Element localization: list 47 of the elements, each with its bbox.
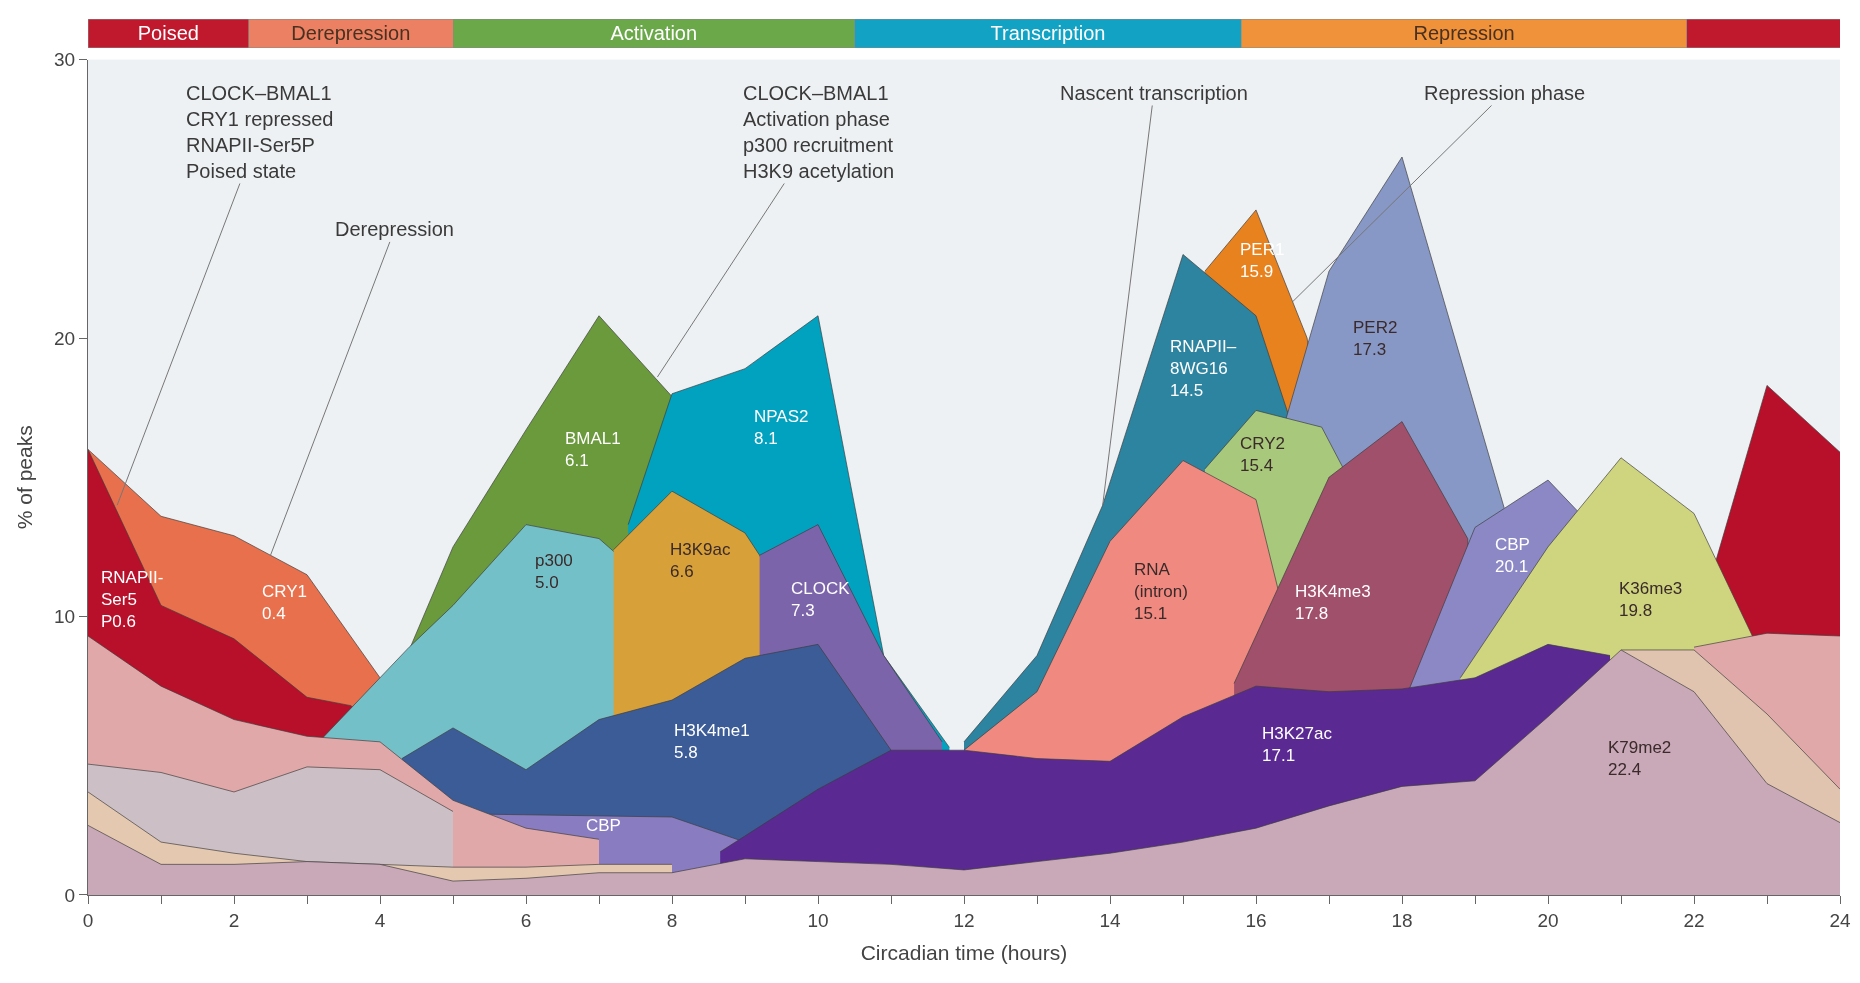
- series-label: CBP 20.1: [1495, 535, 1530, 577]
- series-label: Poised: [137, 22, 199, 45]
- y-tick-label: 10: [54, 606, 76, 628]
- x-tick-label: 10: [807, 909, 829, 931]
- annotation: Derepression: [335, 218, 454, 240]
- series-label: p300 5.0: [535, 551, 573, 593]
- x-axis-title: Circadian time (hours): [860, 941, 1068, 964]
- series-label: CLOCK 7.3: [791, 579, 851, 621]
- annotation: Nascent transcription: [1060, 82, 1248, 104]
- x-tick-label: 2: [228, 909, 240, 931]
- x-tick-label: 20: [1537, 909, 1559, 931]
- x-tick-label: 8: [666, 909, 678, 931]
- annotation: CLOCK–BMAL1 CRY1 repressed RNAPII-Ser5P Poised state: [186, 82, 334, 182]
- series-label: Transcription: [990, 22, 1106, 45]
- series-label: H3K4me3 17.8: [1295, 582, 1371, 624]
- series-label: K79me2 22.4: [1608, 738, 1672, 780]
- x-tick-label: 6: [520, 909, 532, 931]
- y-axis-title: % of peaks: [13, 425, 37, 530]
- x-tick-label: 12: [953, 909, 975, 931]
- y-tick-label: 0: [64, 884, 76, 906]
- x-tick-label: 16: [1245, 909, 1267, 931]
- annotation: CLOCK–BMAL1 Activation phase p300 recruitment H3K9 acetylation: [743, 82, 895, 182]
- annotation: Repression phase: [1424, 82, 1586, 104]
- x-tick-label: 22: [1683, 909, 1705, 931]
- series-label: PER2 17.3: [1353, 318, 1398, 360]
- y-tick-label: 20: [54, 327, 76, 349]
- series-label: NPAS2 8.1: [754, 407, 809, 449]
- x-tick-label: 14: [1099, 909, 1121, 931]
- series-label: RNA (intron) 15.1: [1134, 560, 1188, 624]
- x-tick-label: 4: [374, 909, 386, 931]
- series-label: H3K27ac 17.1: [1262, 724, 1333, 766]
- series-label: CBP: [586, 816, 621, 835]
- series-label: CRY1 0.4: [262, 582, 308, 624]
- series-label: Repression: [1413, 22, 1515, 45]
- x-tick-label: 24: [1829, 909, 1851, 931]
- series-label: CRY2 15.4: [1240, 434, 1286, 476]
- series-label: K36me3 19.8: [1619, 579, 1683, 621]
- x-tick-label: 18: [1391, 909, 1413, 931]
- series-label: BMAL1 6.1: [565, 429, 621, 471]
- series-label: H3K4me1 5.8: [674, 721, 750, 763]
- x-tick-label: 0: [82, 909, 94, 931]
- series-label: Derepression: [291, 22, 411, 45]
- series-label: H3K9ac 6.6: [670, 540, 731, 582]
- y-tick-label: 30: [54, 49, 76, 71]
- series-label: RNAPII- Ser5 P0.6: [101, 568, 164, 632]
- series-label: RNAPII– 8WG16 14.5: [1170, 337, 1237, 401]
- series-label: Activation: [610, 22, 698, 45]
